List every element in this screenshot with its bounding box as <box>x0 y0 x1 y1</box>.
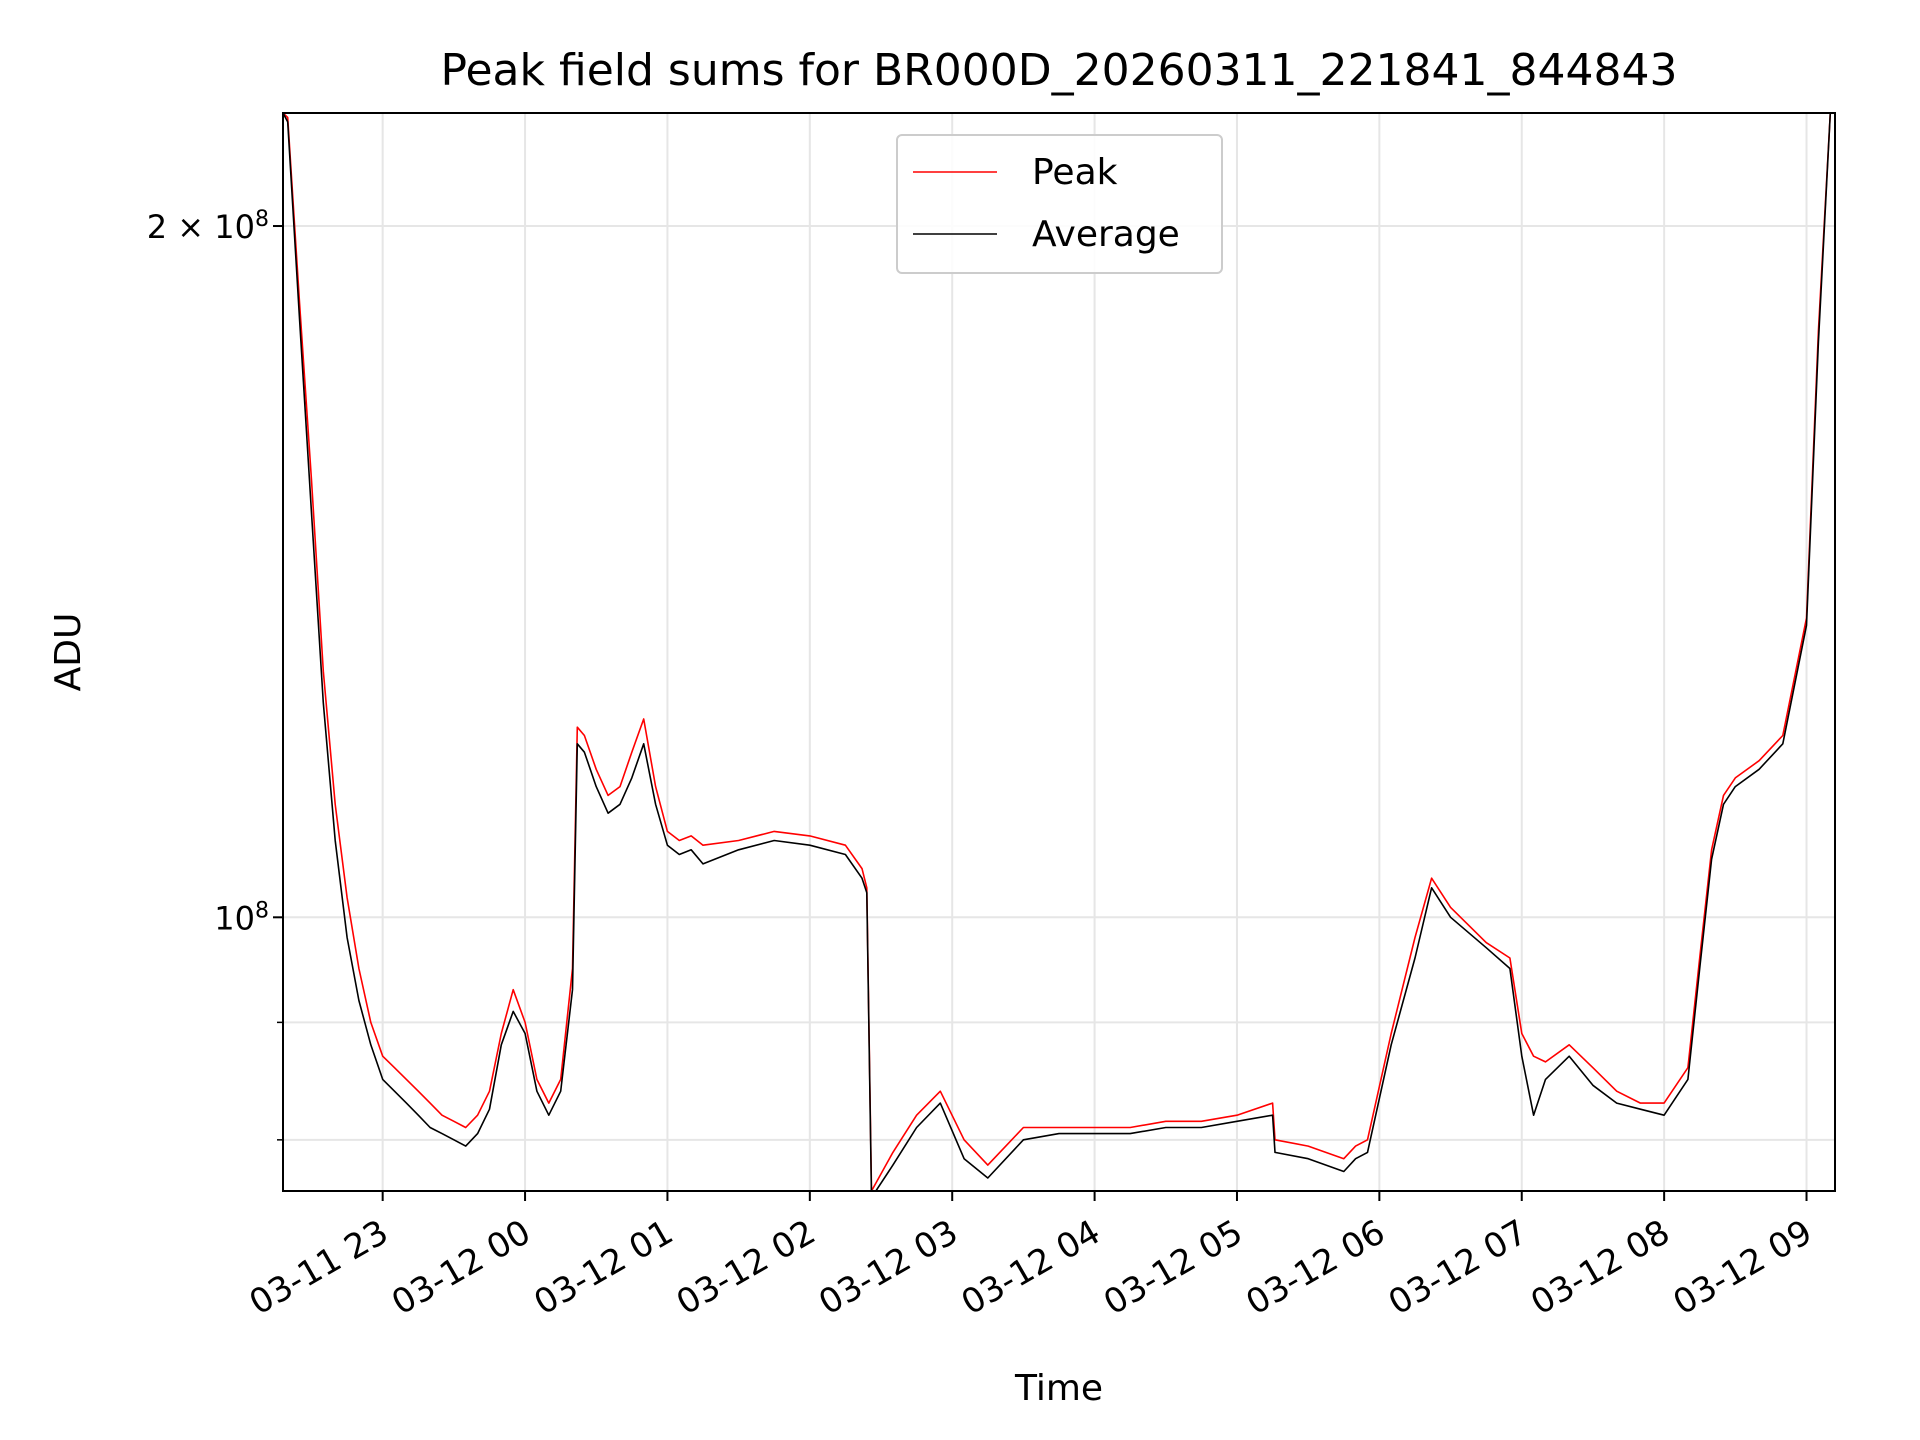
grid <box>283 113 1835 1191</box>
series-line-peak <box>283 113 1832 1191</box>
y-tick-label: 108 <box>214 898 269 938</box>
legend: Peak Average <box>896 134 1223 274</box>
chart-title: Peak field sums for BR000D_20260311_2218… <box>441 45 1678 96</box>
y-axis-label: ADU <box>48 613 89 692</box>
series-line-average <box>283 113 1832 1191</box>
y-tick-label: 2 × 108 <box>147 207 269 247</box>
legend-box <box>896 134 1223 274</box>
legend-label-average: Average <box>1032 214 1180 255</box>
series-layer <box>283 113 1832 1191</box>
plot-frame <box>282 112 1836 1192</box>
y-axis: 108 2 × 108 <box>147 207 283 1141</box>
legend-label-peak: Peak <box>1032 152 1118 193</box>
x-axis-label: Time <box>1014 1368 1103 1409</box>
